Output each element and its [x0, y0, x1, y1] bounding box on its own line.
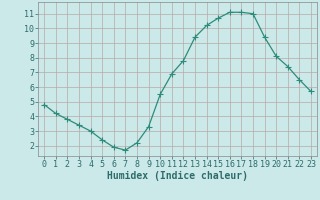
X-axis label: Humidex (Indice chaleur): Humidex (Indice chaleur) [107, 171, 248, 181]
